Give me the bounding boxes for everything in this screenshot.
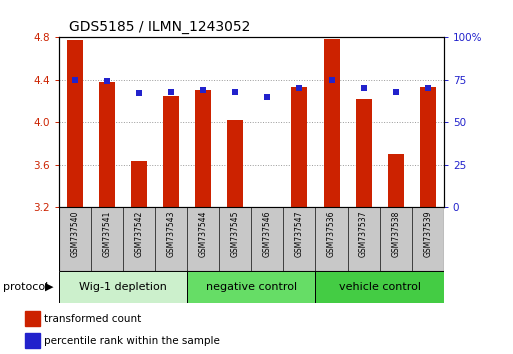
Bar bbox=[163, 96, 179, 207]
Bar bbox=[195, 90, 211, 207]
Bar bbox=[356, 99, 371, 207]
Text: GSM737547: GSM737547 bbox=[295, 210, 304, 257]
Text: GSM737543: GSM737543 bbox=[167, 210, 176, 257]
Point bbox=[391, 89, 400, 95]
Bar bbox=[99, 82, 115, 207]
Point bbox=[103, 79, 111, 84]
Bar bbox=[25, 311, 40, 326]
Point bbox=[231, 89, 240, 95]
Point bbox=[71, 77, 79, 82]
Bar bbox=[227, 120, 243, 207]
FancyBboxPatch shape bbox=[380, 207, 411, 271]
Point bbox=[360, 85, 368, 91]
FancyBboxPatch shape bbox=[91, 207, 123, 271]
Text: Wig-1 depletion: Wig-1 depletion bbox=[79, 282, 167, 292]
Bar bbox=[420, 87, 436, 207]
Point bbox=[295, 85, 304, 91]
Bar bbox=[67, 40, 83, 207]
Text: percentile rank within the sample: percentile rank within the sample bbox=[44, 336, 220, 346]
Text: negative control: negative control bbox=[206, 282, 297, 292]
Text: GSM737542: GSM737542 bbox=[134, 210, 144, 257]
Text: GDS5185 / ILMN_1243052: GDS5185 / ILMN_1243052 bbox=[69, 19, 251, 34]
Text: GSM737536: GSM737536 bbox=[327, 210, 336, 257]
Bar bbox=[260, 207, 275, 209]
FancyBboxPatch shape bbox=[411, 207, 444, 271]
FancyBboxPatch shape bbox=[187, 207, 220, 271]
FancyBboxPatch shape bbox=[348, 207, 380, 271]
Point bbox=[327, 77, 336, 82]
Text: GSM737545: GSM737545 bbox=[231, 210, 240, 257]
FancyBboxPatch shape bbox=[59, 207, 91, 271]
Point bbox=[167, 89, 175, 95]
Bar bbox=[291, 87, 307, 207]
Point bbox=[263, 94, 271, 99]
Text: vehicle control: vehicle control bbox=[339, 282, 421, 292]
FancyBboxPatch shape bbox=[315, 207, 348, 271]
Text: GSM737537: GSM737537 bbox=[359, 210, 368, 257]
Bar bbox=[25, 333, 40, 348]
Bar bbox=[324, 39, 340, 207]
Text: transformed count: transformed count bbox=[44, 314, 142, 324]
FancyBboxPatch shape bbox=[283, 207, 315, 271]
Text: GSM737540: GSM737540 bbox=[70, 210, 80, 257]
Text: GSM737538: GSM737538 bbox=[391, 210, 400, 257]
Text: GSM737539: GSM737539 bbox=[423, 210, 432, 257]
Bar bbox=[388, 154, 404, 207]
FancyBboxPatch shape bbox=[187, 271, 315, 303]
Text: GSM737541: GSM737541 bbox=[103, 210, 112, 257]
Point bbox=[135, 90, 143, 96]
Text: protocol: protocol bbox=[3, 282, 48, 292]
Text: GSM737546: GSM737546 bbox=[263, 210, 272, 257]
FancyBboxPatch shape bbox=[251, 207, 283, 271]
FancyBboxPatch shape bbox=[59, 271, 187, 303]
Point bbox=[424, 85, 432, 91]
Point bbox=[199, 87, 207, 93]
FancyBboxPatch shape bbox=[123, 207, 155, 271]
FancyBboxPatch shape bbox=[315, 271, 444, 303]
Text: GSM737544: GSM737544 bbox=[199, 210, 208, 257]
Text: ▶: ▶ bbox=[45, 282, 54, 292]
Bar bbox=[131, 161, 147, 207]
FancyBboxPatch shape bbox=[155, 207, 187, 271]
FancyBboxPatch shape bbox=[220, 207, 251, 271]
